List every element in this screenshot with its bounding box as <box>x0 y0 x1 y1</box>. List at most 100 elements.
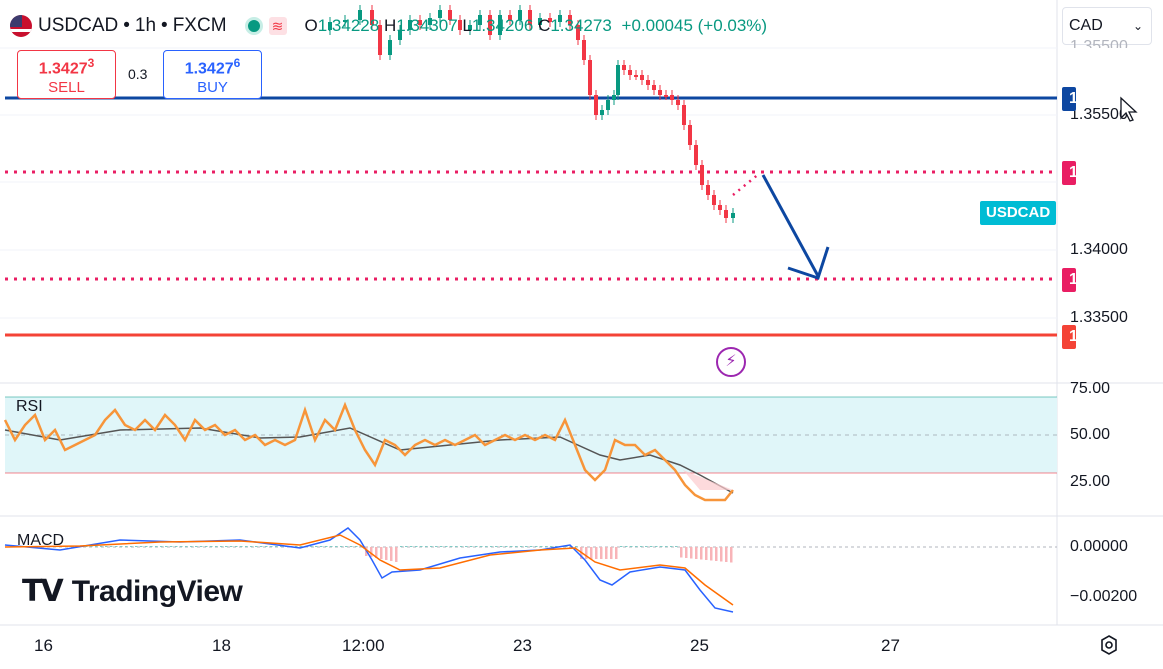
exchange[interactable]: FXCM <box>172 15 227 36</box>
buy-button[interactable]: 1.34276 BUY <box>163 50 262 99</box>
sep: • <box>161 15 168 36</box>
time-tick: 23 <box>513 636 532 655</box>
macd-bar <box>665 546 668 547</box>
macd-label[interactable]: MACD <box>17 532 65 549</box>
interval[interactable]: 1h <box>134 15 157 36</box>
macd-bar <box>660 546 663 547</box>
candle-body <box>718 205 722 210</box>
candle-body <box>594 95 598 115</box>
macd-bar <box>370 547 373 557</box>
macd-bar <box>715 547 718 561</box>
candle-body <box>712 195 716 205</box>
candle-body <box>468 25 472 30</box>
macd-bar <box>255 546 258 547</box>
macd-bar <box>530 546 533 547</box>
rsi-tick: 75.00 <box>1070 380 1111 397</box>
price-tick: 1.33500 <box>1070 309 1128 326</box>
time-tick: 27 <box>881 636 900 655</box>
macd-bar <box>155 546 158 547</box>
lightning-icon[interactable]: ⚡ <box>716 347 746 377</box>
currency-select[interactable]: CAD ⌄ <box>1062 7 1152 45</box>
candle-body <box>616 65 620 95</box>
settings-icon[interactable] <box>1098 634 1120 656</box>
candle-body <box>528 10 532 25</box>
macd-bar <box>590 547 593 559</box>
macd-bar <box>195 546 198 547</box>
macd-bar <box>300 546 303 547</box>
wave-icon[interactable]: ≋ <box>268 17 287 35</box>
tv-logo-mark: TV <box>22 574 64 609</box>
macd-bar <box>225 546 228 547</box>
macd-bar <box>120 546 123 547</box>
candle-body <box>398 30 402 40</box>
down-arrow-icon[interactable] <box>761 174 830 280</box>
macd-bar <box>685 547 688 558</box>
macd-bar <box>635 546 638 547</box>
tradingview-logo[interactable]: TV TradingView <box>22 574 243 609</box>
ohlc-values: O1.34228 H1.34307 L1.34206 C1.34273 +0.0… <box>304 16 768 35</box>
candle-body <box>652 85 656 90</box>
candle-body <box>388 40 392 55</box>
macd-bar <box>655 546 658 547</box>
time-tick: 18 <box>212 636 231 655</box>
pink-lower-price-tag[interactable]: 1.33795 <box>1062 268 1127 292</box>
macd-bar <box>85 546 88 547</box>
candle-body <box>731 213 735 218</box>
macd-bar <box>340 546 343 547</box>
macd-bar <box>310 546 313 547</box>
rsi-label[interactable]: RSI <box>16 398 43 415</box>
candle-body <box>664 95 668 97</box>
candle-body <box>538 18 542 25</box>
rsi-ma-line <box>4 427 734 494</box>
macd-bar <box>550 546 553 547</box>
macd-bar <box>710 547 713 561</box>
macd-bar <box>130 546 133 547</box>
candle-body <box>682 105 686 125</box>
sep: • <box>123 15 130 36</box>
macd-bar <box>170 546 173 547</box>
macd-bar <box>100 546 103 547</box>
macd-bar <box>475 546 478 547</box>
sell-button[interactable]: 1.34273 SELL <box>17 50 116 99</box>
macd-bar <box>420 546 423 547</box>
macd-bar <box>95 546 98 547</box>
signal-line <box>4 534 734 606</box>
macd-bar <box>455 546 458 547</box>
chevron-down-icon: ⌄ <box>1132 19 1143 33</box>
macd-bar <box>700 547 703 560</box>
macd-bar <box>315 546 318 547</box>
macd-bar <box>605 547 608 559</box>
macd-bar <box>125 546 128 547</box>
macd-bar <box>115 546 118 547</box>
rsi-tick: 50.00 <box>1070 426 1111 443</box>
candle-body <box>428 18 432 25</box>
blue-line-price-tag[interactable]: 1.35115 <box>1062 87 1126 111</box>
pink-upper-price-tag[interactable]: 1.34576 <box>1062 161 1127 185</box>
candle-body <box>568 15 572 25</box>
macd-bar <box>240 546 243 547</box>
candle-body <box>408 20 412 30</box>
symbol-name[interactable]: USDCAD <box>38 15 119 36</box>
macd-bar <box>490 546 493 547</box>
macd-bar <box>695 547 698 559</box>
macd-bar <box>210 546 213 547</box>
macd-bar <box>230 546 233 547</box>
candle-body <box>670 95 674 100</box>
candle-body <box>448 10 452 20</box>
macd-bar <box>280 546 283 547</box>
candle-body <box>558 15 562 22</box>
candle-body <box>518 10 522 20</box>
candle-body <box>438 10 442 18</box>
candle-body <box>688 125 692 145</box>
macd-bar <box>450 546 453 547</box>
macd-bar <box>595 547 598 559</box>
candle-body <box>634 75 638 77</box>
market-status-icon[interactable] <box>244 17 263 35</box>
macd-bar <box>135 546 138 547</box>
macd-bar <box>160 546 163 547</box>
red-line-price-tag[interactable]: 1.33378 <box>1062 325 1127 349</box>
candle-body <box>328 22 332 30</box>
macd-bar <box>465 546 468 547</box>
macd-bar <box>630 546 633 547</box>
